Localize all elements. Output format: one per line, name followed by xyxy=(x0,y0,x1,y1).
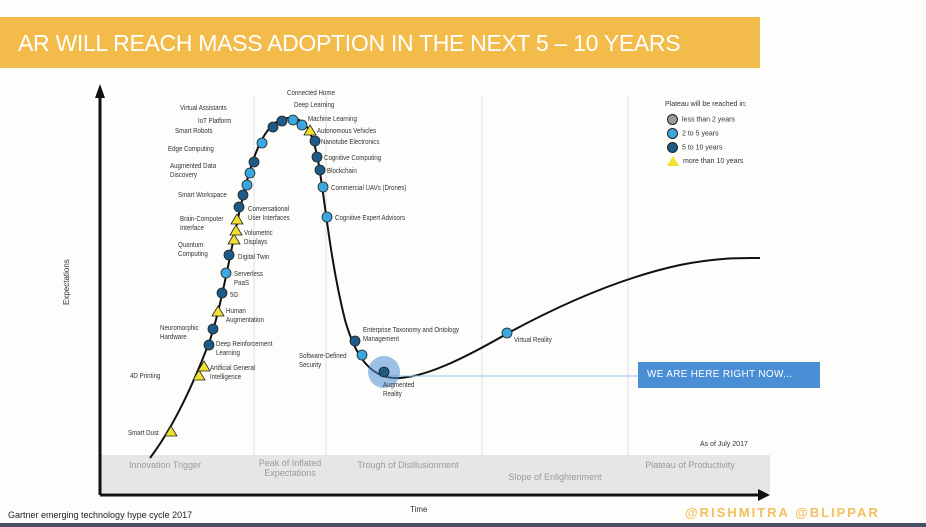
technology-label: Machine Learning xyxy=(308,114,357,123)
slide-caption: Gartner emerging technology hype cycle 2… xyxy=(8,510,193,520)
legend-item: less than 2 years xyxy=(667,114,735,125)
technology-label: Quantum Computing xyxy=(178,240,208,258)
hype-curve xyxy=(149,116,761,459)
credit-handles: @RISHMITRA @BLIPPAR xyxy=(685,505,880,520)
technology-label: Deep Learning xyxy=(294,100,335,109)
technology-marker xyxy=(203,339,215,351)
y-axis-arrow xyxy=(95,84,105,98)
technology-marker xyxy=(303,124,317,136)
technology-marker xyxy=(501,327,513,339)
legend-item: more than 10 years xyxy=(667,156,743,166)
technology-label: Conversational User Interfaces xyxy=(248,204,290,222)
technology-marker xyxy=(197,360,211,372)
technology-label: IoT Platform xyxy=(198,116,232,125)
technology-label: Human Augmentation xyxy=(226,306,264,324)
legend-label: 2 to 5 years xyxy=(682,130,719,138)
technology-marker xyxy=(164,425,178,437)
technology-label: Enterprise Taxonomy and Ontology Managem… xyxy=(363,325,459,343)
technology-label: Nanotube Electronics xyxy=(321,137,380,146)
technology-marker xyxy=(256,137,268,149)
technology-marker xyxy=(311,151,323,163)
slide-title: AR WILL REACH MASS ADOPTION IN THE NEXT … xyxy=(18,30,681,56)
technology-marker xyxy=(267,121,279,133)
technology-label: 4D Printing xyxy=(130,371,161,380)
technology-label: Augmented Data Discovery xyxy=(170,161,217,179)
legend-item: 5 to 10 years xyxy=(667,142,722,153)
technology-marker xyxy=(207,323,219,335)
technology-marker xyxy=(321,211,333,223)
technology-label: Deep Reinforcement Learning xyxy=(216,339,273,357)
technology-label: Augmented Reality xyxy=(383,380,415,398)
phase-band xyxy=(100,455,770,493)
technology-label: Neuromorphic Hardware xyxy=(160,323,199,341)
phase-trough: Trough of Disillusionment xyxy=(357,460,459,470)
technology-marker xyxy=(220,267,232,279)
technology-label: Serverless PaaS xyxy=(234,269,264,287)
we-are-here-callout: WE ARE HERE RIGHT NOW... xyxy=(638,362,820,388)
phase-peak: Peak of Inflated Expectations xyxy=(258,458,322,478)
legend-swatch xyxy=(667,142,678,153)
legend-swatch xyxy=(667,128,678,139)
x-axis-arrow xyxy=(758,489,770,501)
technology-marker xyxy=(229,224,243,236)
technology-marker xyxy=(211,305,225,317)
technology-marker xyxy=(287,114,299,126)
technology-marker xyxy=(223,249,235,261)
technology-label: Blockchain xyxy=(327,166,357,175)
technology-label: Cognitive Expert Advisors xyxy=(335,213,406,222)
technology-marker xyxy=(230,213,244,225)
phase-plateau: Plateau of Productivity xyxy=(645,460,735,470)
technology-marker xyxy=(317,181,329,193)
legend-label: 5 to 10 years xyxy=(682,144,723,152)
technology-label: Digital Twin xyxy=(238,252,270,261)
technology-marker xyxy=(227,233,241,245)
legend-swatch xyxy=(667,156,679,166)
technology-marker xyxy=(378,366,390,378)
technology-marker xyxy=(192,369,206,381)
technology-label: Virtual Assistants xyxy=(180,103,227,112)
technology-label: Smart Workspace xyxy=(178,190,227,199)
technology-marker xyxy=(296,119,308,131)
technology-marker xyxy=(349,335,361,347)
technology-label: Smart Dust xyxy=(128,428,159,437)
legend-label: less than 2 years xyxy=(682,116,735,124)
technology-label: Autonomous Vehicles xyxy=(317,126,377,135)
technology-marker xyxy=(276,115,288,127)
technology-marker xyxy=(216,287,228,299)
technology-label: Volumetric Displays xyxy=(244,228,273,246)
technology-marker xyxy=(356,349,368,361)
technology-marker xyxy=(248,156,260,168)
y-axis-label: Expectations xyxy=(62,259,71,305)
technology-label: Commercial UAVs (Drones) xyxy=(331,183,407,192)
as-of-date: As of July 2017 xyxy=(700,441,748,448)
technology-label: Cognitive Computing xyxy=(324,153,382,162)
bottom-bar xyxy=(0,523,926,527)
technology-label: Artificial General Intelligence xyxy=(210,363,256,381)
technology-label: Brain-Computer Interface xyxy=(180,214,224,232)
legend-item: 2 to 5 years xyxy=(667,128,719,139)
legend-label: more than 10 years xyxy=(683,157,744,165)
phase-slope: Slope of Enlightenment xyxy=(508,472,602,482)
phase-dividers xyxy=(253,95,629,455)
technology-label: Software-Defined Security xyxy=(299,351,347,369)
technology-label: Smart Robots xyxy=(175,126,213,135)
technology-label: Edge Computing xyxy=(168,144,214,153)
technology-label: 5G xyxy=(230,290,239,299)
technology-label: Virtual Reality xyxy=(514,335,552,344)
technology-marker xyxy=(233,201,245,213)
technology-marker xyxy=(314,164,326,176)
technology-marker xyxy=(237,189,249,201)
title-band: AR WILL REACH MASS ADOPTION IN THE NEXT … xyxy=(0,17,760,68)
legend-title: Plateau will be reached in: xyxy=(665,101,747,108)
x-axis-label: Time xyxy=(410,505,428,514)
legend-swatch xyxy=(667,114,678,125)
technology-marker xyxy=(309,135,321,147)
technology-marker xyxy=(244,167,256,179)
phase-innovation-trigger: Innovation Trigger xyxy=(128,460,202,470)
technology-label: Connected Home xyxy=(287,88,335,97)
technology-marker xyxy=(241,179,253,191)
